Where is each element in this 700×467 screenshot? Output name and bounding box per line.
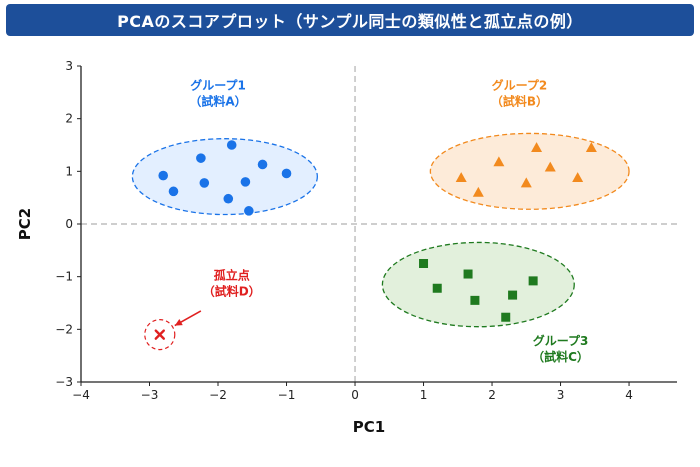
annotation-sublabel-1: （試料A） [189,94,246,109]
point-group1-circle [281,168,292,179]
point-group1-circle [168,186,179,197]
point-group3-square [432,283,442,293]
point-group2-triangle [455,172,467,183]
point-group2-triangle [472,186,484,197]
point-group1-circle [240,177,251,187]
annotation-sublabel-3: （試料C） [532,349,589,364]
x-tick-label: −3 [141,388,159,402]
x-axis-label: PC1 [353,418,385,436]
point-group3-square [508,290,518,300]
x-tick-label: −4 [72,388,90,402]
x-tick-label: 0 [351,388,359,402]
point-group3-square [463,269,473,279]
y-tick-label: −1 [55,270,73,284]
point-group2-triangle [572,172,584,183]
reference-lines [81,66,677,382]
group-ellipse-1 [131,138,318,216]
title-bar: PCAのスコアプロット（サンプル同士の類似性と孤立点の例） [6,4,694,36]
y-tick-label: −2 [55,322,73,336]
point-group3-square [419,259,429,268]
annotation-label-4: 孤立点 [214,267,250,282]
y-tick-label: −3 [55,375,73,389]
x-tick-label: 4 [625,388,633,402]
x-tick-label: −1 [278,388,296,402]
annotation-label-2: グループ2 [492,78,548,93]
y-tick-label: 2 [65,112,73,126]
chart-title: PCAのスコアプロット（サンプル同士の類似性と孤立点の例） [117,12,583,31]
annotation-sublabel-2: （試料B） [491,94,548,109]
point-group2-triangle [520,177,532,188]
point-group1-circle [196,153,206,163]
data-points [144,140,597,351]
group-ellipse-2 [429,132,630,210]
point-group1-circle [244,206,254,216]
annotation-label-3: グループ3 [533,333,589,348]
annotations: グループ1（試料A） グループ2（試料B） グループ3（試料C） 孤立点（試料D） [174,78,589,364]
point-group1-circle [226,140,237,150]
x-tick-label: 3 [557,388,565,402]
y-tick-label: 3 [65,59,73,73]
point-group3-square [501,312,511,322]
annotation-label-1: グループ1 [190,78,246,93]
x-tick-label: −2 [209,388,227,402]
outlier-x-marker [154,329,165,340]
outlier-dashed-circle [144,319,176,351]
point-group1-circle [223,193,234,204]
annotation-sublabel-4: （試料D） [203,283,261,298]
point-group2-triangle [585,142,597,153]
group-ellipse-3 [381,241,575,328]
x-tick-label: 1 [420,388,428,402]
point-group1-circle [199,178,210,188]
x-tick-label: 2 [488,388,496,402]
point-group2-triangle [493,156,505,167]
point-group3-square [470,295,480,305]
y-tick-label: 1 [65,164,73,178]
point-group3-square [528,276,538,286]
y-axis-label: PC2 [16,208,34,240]
point-group1-circle [158,170,169,181]
point-group2-triangle [531,142,543,153]
y-tick-label: 0 [65,217,73,231]
outlier-arrow-head [174,319,183,326]
point-group2-triangle [544,161,556,172]
point-group1-circle [257,159,268,170]
